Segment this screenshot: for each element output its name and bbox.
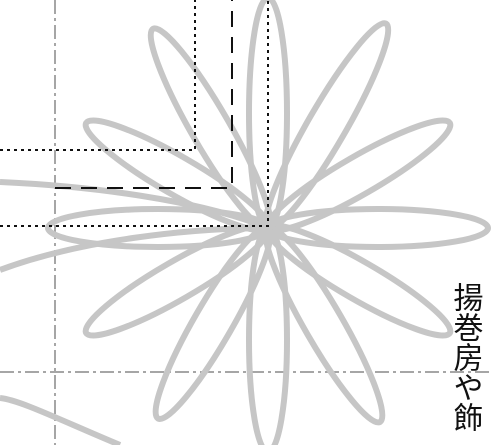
petal <box>262 20 392 232</box>
dotted-line <box>0 0 196 151</box>
petal <box>246 225 290 445</box>
petal <box>147 25 274 232</box>
dotted-line <box>0 0 269 227</box>
petal <box>262 224 386 426</box>
dashed-line <box>55 0 233 189</box>
petal <box>0 395 122 445</box>
vertical-label: 揚巻房や飾 <box>448 282 484 432</box>
petal <box>265 206 491 250</box>
